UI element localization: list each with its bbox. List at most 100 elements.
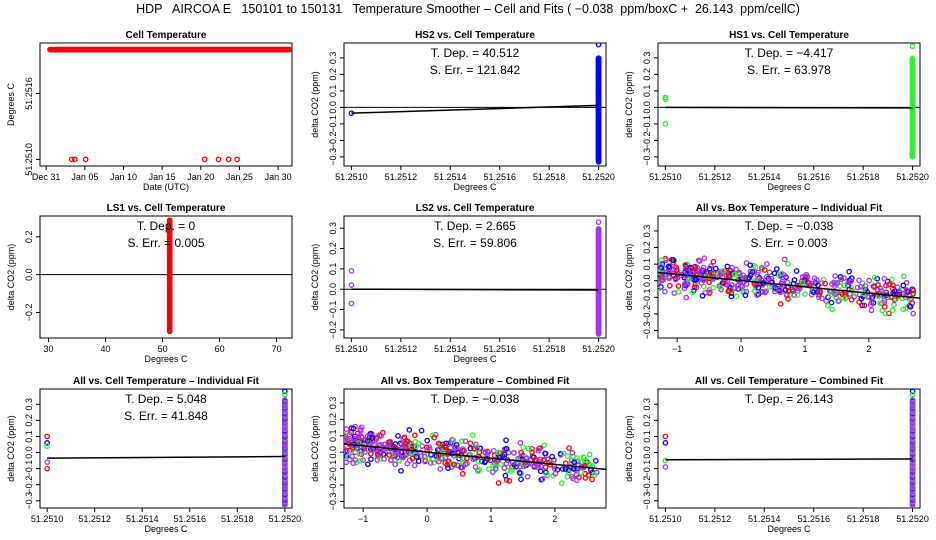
x-tick-label: 30 bbox=[44, 344, 54, 354]
x-tick-label: 70 bbox=[272, 344, 282, 354]
scatter-point bbox=[891, 302, 897, 308]
data-point bbox=[282, 391, 288, 398]
fit-annotation: S. Err. = 63.978 bbox=[747, 63, 831, 77]
scatter-point bbox=[866, 277, 873, 284]
scatter-point bbox=[467, 440, 474, 447]
x-tick-label: 51.2516 bbox=[174, 514, 207, 524]
scatter-point bbox=[728, 293, 735, 300]
scatter-point bbox=[346, 431, 353, 438]
chart-panel: HS2 vs. Cell Temperature 51.2510 51.2512 51… bbox=[310, 30, 615, 192]
scatter-point bbox=[386, 439, 393, 446]
scatter-point bbox=[524, 455, 530, 462]
x-tick-label: 2 bbox=[552, 514, 557, 524]
scatter-point bbox=[412, 432, 418, 439]
scatter-point bbox=[777, 301, 784, 307]
plot-area bbox=[658, 43, 920, 160]
y-tick-label: −0.2 bbox=[328, 132, 338, 150]
y-tick-label: 0.0 bbox=[24, 268, 34, 281]
scatter-point bbox=[666, 282, 673, 289]
scatter-point bbox=[510, 450, 517, 456]
fit-annotation: T. Dep. = 2.665 bbox=[434, 219, 516, 233]
scatter-point bbox=[811, 289, 817, 296]
scatter-point bbox=[903, 279, 910, 286]
data-point bbox=[82, 156, 89, 163]
scatter-point bbox=[423, 444, 430, 451]
x-tick-label: 51.2516 bbox=[797, 514, 830, 524]
fit-annotation: T. Dep. = 26.143 bbox=[745, 392, 834, 406]
scatter-point bbox=[560, 450, 567, 457]
y-tick-label: −0.1 bbox=[642, 288, 652, 306]
y-tick-label: 0.2 bbox=[642, 68, 652, 81]
scatter-point bbox=[475, 468, 482, 475]
scatter-point bbox=[479, 458, 485, 465]
y-tick-label: −0.3 bbox=[24, 492, 34, 510]
scatter-point bbox=[364, 461, 371, 468]
scatter-point bbox=[708, 263, 714, 269]
scatter-point bbox=[701, 255, 708, 262]
y-tick-label: −0.2 bbox=[642, 305, 652, 323]
scatter-point bbox=[362, 449, 368, 456]
scatter-point bbox=[536, 445, 542, 452]
scatter-point bbox=[566, 445, 572, 451]
scatter-point bbox=[549, 453, 555, 460]
scatter-point bbox=[490, 448, 497, 454]
scatter-point bbox=[754, 292, 760, 298]
y-tick-label: −0.1 bbox=[642, 460, 652, 478]
scatter-point bbox=[700, 264, 707, 271]
scatter-point bbox=[418, 427, 425, 434]
scatter-point bbox=[467, 445, 474, 452]
x-tick-label: 1 bbox=[488, 514, 493, 524]
y-axis-label: Degrees C bbox=[6, 82, 16, 126]
scatter-point bbox=[762, 289, 768, 296]
scatter-point bbox=[720, 280, 727, 287]
x-tick-label: 51.2518 bbox=[221, 514, 254, 524]
x-axis-label: Degrees C bbox=[453, 182, 497, 192]
scatter-point bbox=[725, 288, 732, 295]
x-tick-label: Jan 10 bbox=[110, 172, 137, 182]
data-point bbox=[909, 55, 916, 62]
scatter-point bbox=[854, 284, 861, 291]
fit-annotation: S. Err. = 41.848 bbox=[124, 409, 208, 423]
scatter-point bbox=[592, 457, 599, 464]
scatter-point bbox=[910, 287, 917, 294]
x-tick-label: 51.2516 bbox=[483, 172, 516, 182]
scatter-point bbox=[846, 268, 853, 275]
scatter-point bbox=[658, 286, 662, 293]
x-tick-label: 51.2514 bbox=[126, 514, 159, 524]
scatter-point bbox=[871, 274, 878, 281]
y-tick-label: −0.1 bbox=[328, 301, 338, 319]
scatter-point bbox=[900, 282, 907, 289]
scatter-point bbox=[671, 290, 678, 296]
scatter-point bbox=[838, 276, 845, 283]
scatter-point bbox=[398, 467, 404, 474]
y-tick-label: 0.3 bbox=[24, 398, 34, 411]
scatter-point bbox=[842, 295, 849, 302]
x-tick-label: 0 bbox=[425, 514, 430, 524]
fit-annotation: T. Dep. = −0.038 bbox=[745, 219, 834, 233]
scatter-point bbox=[564, 453, 571, 459]
scatter-point bbox=[794, 292, 801, 298]
data-point bbox=[225, 156, 232, 163]
scatter-point bbox=[442, 443, 449, 450]
scatter-point bbox=[529, 445, 535, 452]
y-tick-label: −0.2 bbox=[328, 476, 338, 494]
scatter-point bbox=[464, 460, 470, 467]
data-point bbox=[348, 300, 355, 307]
x-tick-label: 51.2512 bbox=[78, 514, 111, 524]
plot-area bbox=[47, 46, 292, 163]
fit-line bbox=[47, 455, 285, 459]
fit-annotation: T. Dep. = −0.038 bbox=[431, 392, 520, 406]
scatter-point bbox=[781, 272, 788, 278]
scatter-point bbox=[559, 466, 566, 472]
plot-frame bbox=[657, 42, 921, 167]
x-axis-label: Degrees C bbox=[767, 524, 811, 534]
y-tick-label: 0.1 bbox=[328, 85, 338, 98]
scatter-point bbox=[710, 284, 716, 291]
scatter-point bbox=[542, 450, 548, 457]
scatter-point bbox=[591, 472, 598, 478]
x-tick-label: Jan 30 bbox=[265, 172, 292, 182]
scatter-point bbox=[402, 440, 409, 447]
scatter-point bbox=[728, 282, 735, 288]
fit-annotation: S. Err. = 59.806 bbox=[433, 236, 517, 250]
scatter-point bbox=[839, 291, 846, 297]
